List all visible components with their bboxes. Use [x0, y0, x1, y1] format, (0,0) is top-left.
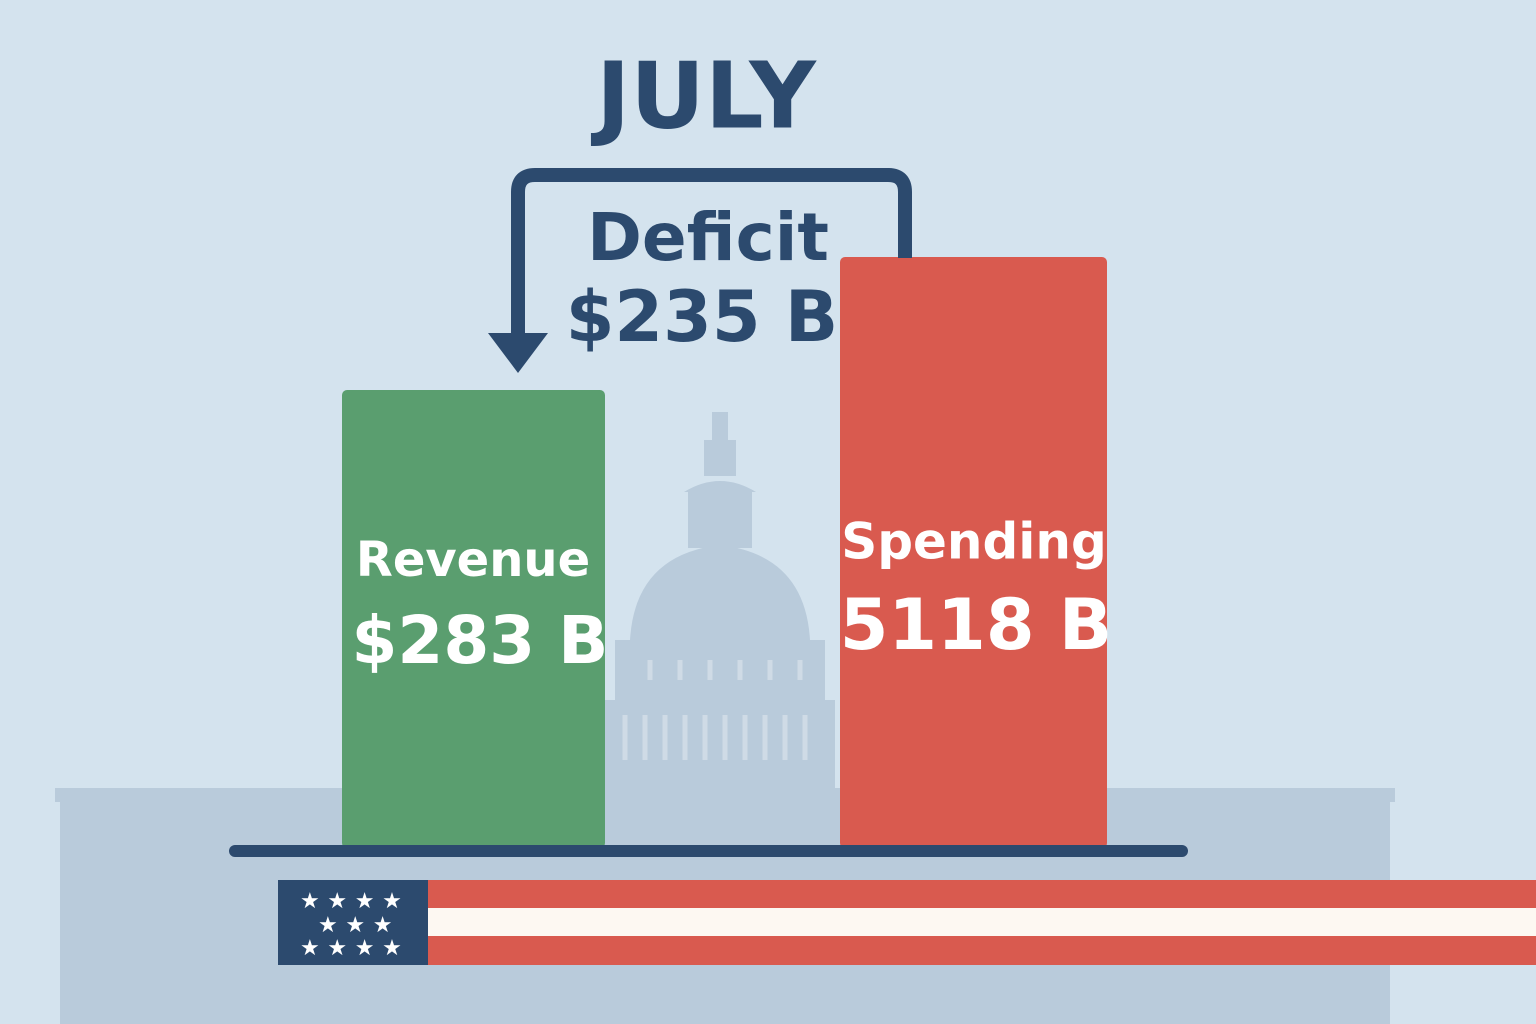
- title: JULY: [590, 42, 817, 149]
- deficit-arrow: [511, 168, 912, 335]
- bar: [342, 390, 605, 848]
- bar-amount: 5118 B: [840, 584, 1113, 666]
- svg-text:★ ★ ★: ★ ★ ★: [318, 913, 393, 938]
- flag: ★ ★ ★ ★ ★ ★ ★ ★ ★ ★ ★: [278, 880, 1536, 965]
- bar-label: Spending: [841, 513, 1107, 571]
- bar-label: Revenue: [356, 532, 590, 588]
- arrow-head: [488, 333, 548, 373]
- bar: [840, 257, 1107, 848]
- bar-amount: $283 B: [352, 602, 609, 679]
- capitol-columns: [622, 660, 808, 760]
- deficit-label: Deficit: [587, 199, 829, 276]
- deficit-amount: $235 B: [566, 276, 839, 358]
- svg-text:★ ★ ★ ★: ★ ★ ★ ★: [300, 936, 402, 961]
- svg-text:★ ★ ★ ★: ★ ★ ★ ★: [300, 889, 402, 914]
